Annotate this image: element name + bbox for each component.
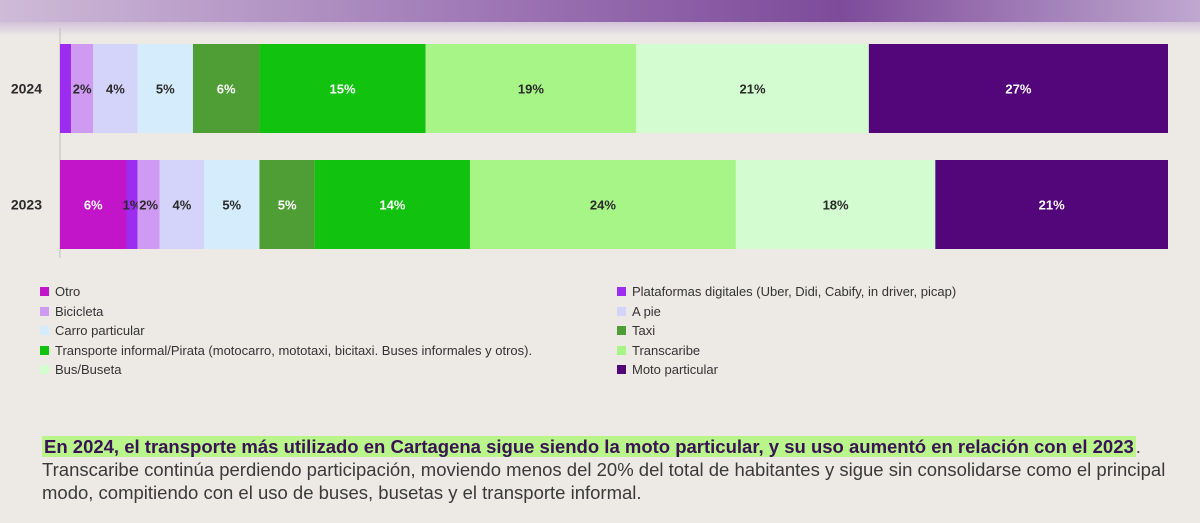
data-label-bus-2023: 18% bbox=[823, 198, 849, 213]
data-label-bicicleta-2024: 2% bbox=[73, 82, 92, 97]
bar-taxi-2024 bbox=[192, 44, 260, 133]
data-label-taxi-2023: 5% bbox=[278, 198, 297, 213]
legend-item-bus: Bus/Buseta bbox=[40, 362, 122, 377]
summary-paragraph: En 2024, el transporte más utilizado en … bbox=[42, 435, 1172, 504]
bar-informal-2024 bbox=[259, 44, 426, 133]
legend-label: A pie bbox=[632, 303, 661, 319]
legend-swatch bbox=[617, 326, 626, 335]
data-label-bus-2024: 21% bbox=[739, 82, 765, 97]
data-label-otro-2023: 6% bbox=[84, 198, 103, 213]
legend-item-taxi: Taxi bbox=[617, 323, 655, 338]
header-band bbox=[0, 0, 1200, 22]
data-label-informal-2024: 15% bbox=[330, 82, 356, 97]
bar-taxi-2023 bbox=[259, 160, 315, 249]
legend-item-a_pie: A pie bbox=[617, 304, 661, 319]
bar-otro-2023 bbox=[60, 160, 127, 249]
legend-swatch bbox=[617, 287, 626, 296]
data-label-a_pie-2024: 4% bbox=[106, 82, 125, 97]
legend-item-transcaribe: Transcaribe bbox=[617, 343, 700, 358]
data-label-plataformas-2023: 1% bbox=[123, 198, 142, 213]
data-label-carro-2023: 5% bbox=[222, 198, 241, 213]
data-label-bicicleta-2023: 2% bbox=[139, 198, 158, 213]
data-label-taxi-2024: 6% bbox=[217, 82, 236, 97]
bar-bus-2024 bbox=[636, 44, 869, 133]
data-label-moto-2023: 21% bbox=[1039, 198, 1065, 213]
y-tick-label-2023: 2023 bbox=[11, 197, 42, 213]
legend-label: Transcaribe bbox=[632, 342, 701, 358]
bar-carro-2024 bbox=[137, 44, 193, 133]
bar-moto-2024 bbox=[868, 44, 1168, 133]
legend-label: Taxi bbox=[632, 323, 656, 338]
bar-a_pie-2023 bbox=[159, 160, 205, 249]
header-band-fade bbox=[0, 22, 1200, 36]
legend-item-bicicleta: Bicicleta bbox=[40, 304, 103, 319]
bar-carro-2023 bbox=[204, 160, 260, 249]
chart-legend: Otro Plataformas digitales (Uber, Didi, C… bbox=[40, 284, 1140, 384]
bar-transcaribe-2024 bbox=[425, 44, 637, 133]
data-label-transcaribe-2024: 19% bbox=[518, 82, 544, 97]
bar-transcaribe-2023 bbox=[469, 160, 736, 249]
data-label-informal-2023: 14% bbox=[379, 198, 405, 213]
summary-highlight: En 2024, el transporte más utilizado en … bbox=[42, 435, 1136, 457]
legend-label: Bus/Buseta bbox=[55, 362, 122, 377]
legend-item-informal: Transporte informal/Pirata (motocarro, m… bbox=[40, 343, 532, 358]
legend-label: Plataformas digitales (Uber, Didi, Cabif… bbox=[632, 284, 957, 299]
stacked-bar-chart: 2024 2% 4% 5% 6% 15% 19% 21% 27%2023 6% 1%2% 4% 5% 5%… bbox=[11, 28, 1168, 258]
bar-bicicleta-2023 bbox=[137, 160, 160, 249]
bar-plataformas-2023 bbox=[126, 160, 138, 249]
legend-swatch bbox=[40, 306, 49, 316]
legend-label: Carro particular bbox=[55, 323, 145, 338]
legend-item-plataformas: Plataformas digitales (Uber, Didi, Cabif… bbox=[617, 284, 956, 299]
legend-item-moto: Moto particular bbox=[617, 362, 718, 377]
legend-item-otro: Otro bbox=[40, 284, 80, 299]
bar-moto-2023 bbox=[935, 160, 1168, 249]
data-label-a_pie-2023: 4% bbox=[172, 198, 191, 213]
bar-a_pie-2024 bbox=[93, 44, 138, 133]
legend-swatch bbox=[40, 326, 49, 335]
y-tick-label-2024: 2024 bbox=[11, 81, 42, 97]
legend-swatch bbox=[617, 306, 626, 316]
legend-item-carro: Carro particular bbox=[40, 323, 145, 338]
legend-swatch bbox=[40, 365, 49, 374]
legend-swatch bbox=[617, 365, 626, 374]
legend-swatch bbox=[617, 345, 626, 355]
legend-label: Otro bbox=[55, 284, 81, 299]
legend-label: Transporte informal/Pirata (motocarro, m… bbox=[55, 342, 533, 358]
bar-bicicleta-2024 bbox=[71, 44, 94, 133]
legend-label: Bicicleta bbox=[55, 303, 104, 319]
data-label-moto-2024: 27% bbox=[1005, 82, 1031, 97]
summary-rest: . Transcaribe continúa perdiendo partici… bbox=[42, 435, 1166, 503]
legend-swatch bbox=[40, 287, 49, 296]
data-label-transcaribe-2023: 24% bbox=[590, 198, 616, 213]
bar-bus-2023 bbox=[735, 160, 936, 249]
legend-label: Moto particular bbox=[632, 362, 718, 377]
bar-informal-2023 bbox=[314, 160, 470, 249]
data-label-carro-2024: 5% bbox=[156, 82, 175, 97]
bar-plataformas-2024 bbox=[60, 44, 72, 133]
legend-swatch bbox=[40, 345, 49, 355]
